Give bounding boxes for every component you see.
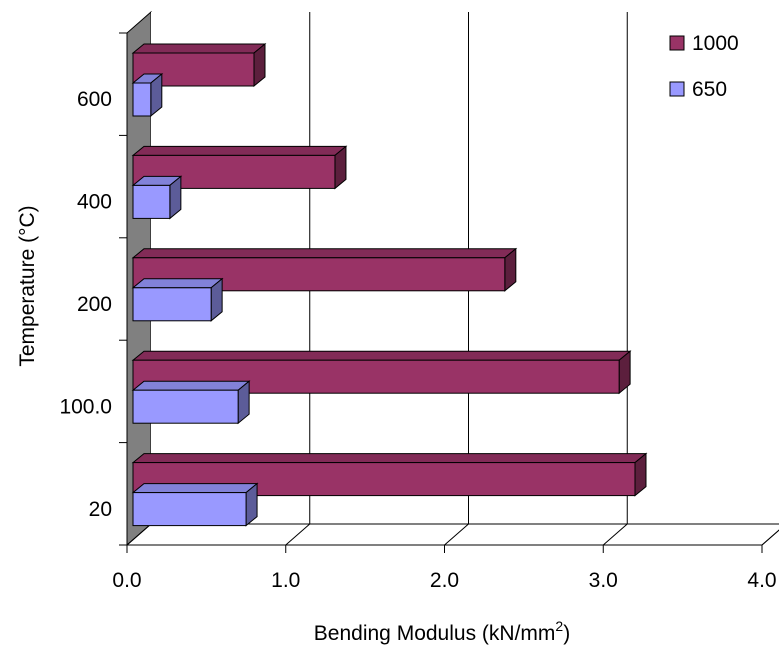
legend-swatch	[669, 35, 685, 51]
y-tick-label: 20	[89, 498, 112, 521]
y-axis-title: Temperature (°C)	[16, 205, 39, 366]
bar-650-20	[131, 482, 259, 527]
bar-650-600	[131, 72, 164, 118]
x-axis-title-suffix: )	[563, 622, 570, 645]
legend-label: 650	[692, 78, 727, 101]
x-tick-label: 0.0	[112, 569, 141, 592]
bars	[131, 42, 648, 527]
bar-1000-200	[131, 247, 518, 292]
x-axis-title-main: Bending Modulus (kN/mm	[314, 622, 556, 645]
y-tick-label: 100.0	[59, 395, 112, 418]
floor-gridline	[444, 523, 469, 546]
floor-gridline	[285, 523, 311, 546]
bar-650-100.0	[131, 380, 251, 425]
x-tick-label: 1.0	[271, 569, 300, 592]
floor	[125, 523, 779, 546]
x-axis-title: Bending Modulus (kN/mm2)	[314, 618, 570, 645]
x-tick-label: 2.0	[430, 569, 459, 592]
x-axis-title-superscript: 2	[555, 618, 563, 634]
y-tick-labels: 600 400 200 100.0 20	[59, 88, 112, 521]
floor-gridline	[761, 529, 779, 546]
bar-650-400	[131, 175, 183, 220]
bar-650-200	[131, 277, 224, 322]
axes	[119, 32, 763, 553]
floor-gridline	[126, 523, 152, 546]
x-tick-labels: 0.0 1.0 2.0 3.0 4.0	[112, 569, 776, 592]
floor-gridline	[602, 523, 628, 546]
legend-label: 1000	[692, 32, 739, 55]
bar-1000-600	[131, 42, 267, 88]
y-tick-label: 400	[77, 191, 112, 214]
x-tick-label: 4.0	[747, 569, 776, 592]
x-tick-label: 3.0	[589, 569, 618, 592]
legend-swatch	[669, 81, 685, 97]
legend: 1000 650	[669, 32, 739, 101]
y-tick-label: 600	[77, 88, 112, 111]
y-tick-label: 200	[77, 293, 112, 316]
